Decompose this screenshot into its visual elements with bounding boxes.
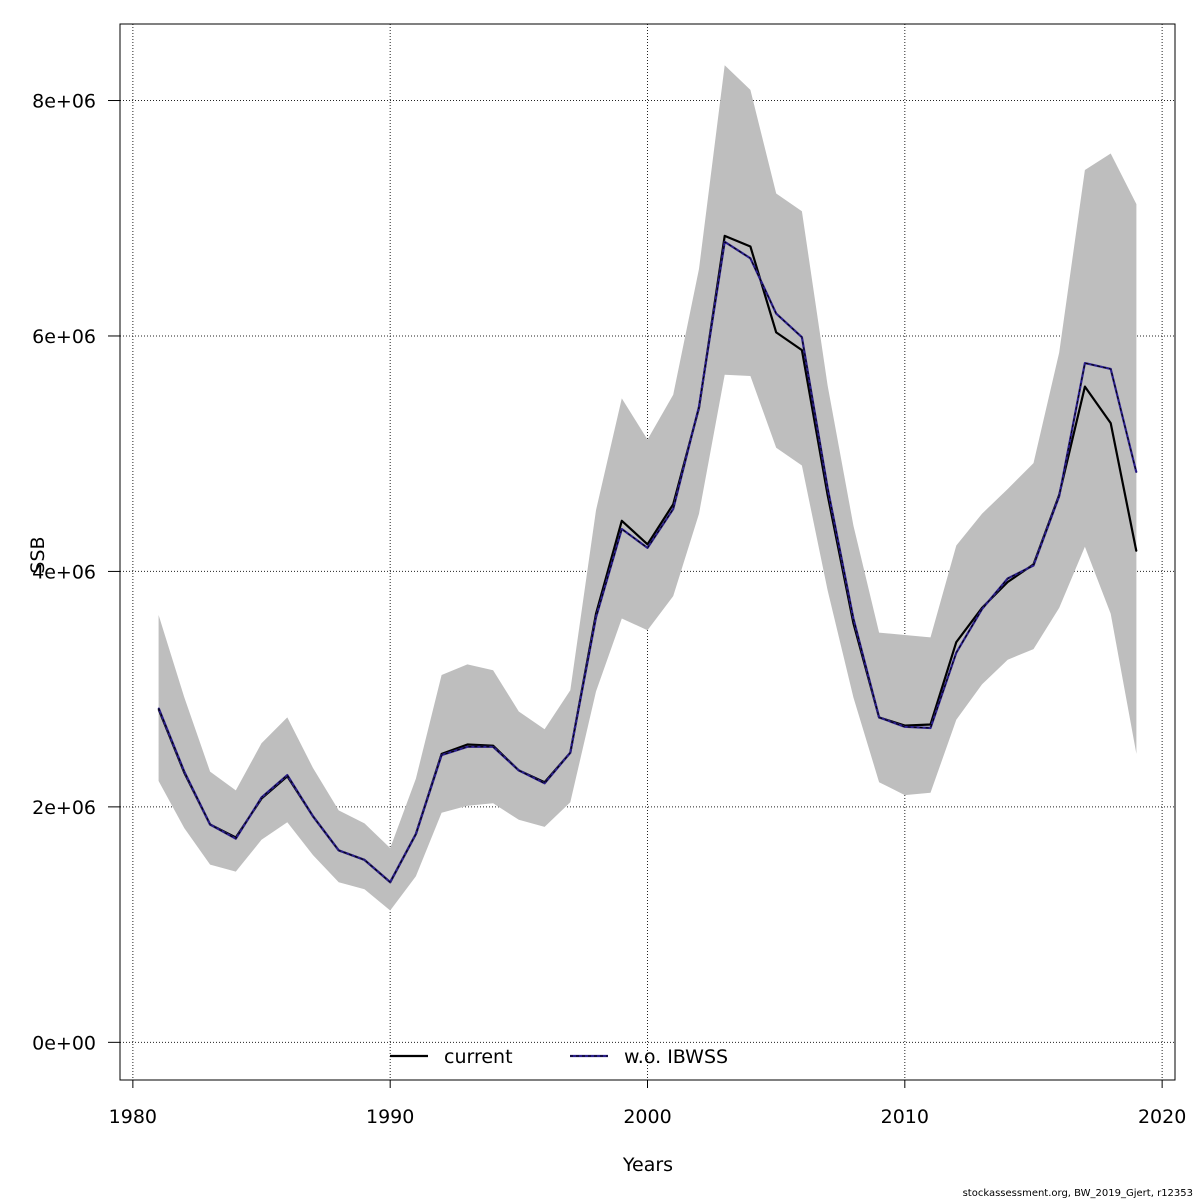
point-wo-ibwss-1998	[595, 616, 597, 618]
point-current-2014	[1007, 581, 1009, 583]
point-wo-ibwss-2004	[749, 257, 751, 259]
point-wo-ibwss-2019	[1135, 472, 1137, 473]
data-points	[158, 235, 1137, 883]
point-current-1998	[595, 613, 597, 615]
point-wo-ibwss-1987	[312, 815, 314, 817]
point-wo-ibwss-2014	[1007, 578, 1009, 579]
x-tick-label-2010: 2010	[881, 1106, 929, 1128]
point-current-1999	[621, 520, 623, 522]
y-tick-label-0: 0e+00	[32, 1032, 96, 1054]
point-wo-ibwss-2003	[724, 241, 726, 243]
point-wo-ibwss-2012	[955, 652, 957, 654]
point-current-2002	[698, 407, 700, 409]
point-wo-ibwss-2011	[930, 727, 931, 729]
x-tick-label-1990: 1990	[366, 1106, 414, 1128]
point-wo-ibwss-1997	[569, 752, 571, 754]
point-current-1981	[158, 708, 160, 710]
credit-text: stockassessment.org, BW_2019_Gjert, r123…	[963, 1188, 1193, 1199]
point-wo-ibwss-1983	[209, 824, 211, 825]
point-wo-ibwss-1995	[518, 769, 520, 771]
point-current-1992	[441, 753, 443, 755]
point-wo-ibwss-2001	[672, 508, 674, 510]
point-wo-ibwss-2010	[904, 726, 906, 728]
point-current-2010	[904, 725, 906, 727]
point-wo-ibwss-1986	[286, 774, 288, 776]
point-wo-ibwss-1981	[158, 707, 160, 709]
point-current-1982	[183, 772, 185, 774]
point-wo-ibwss-1984	[235, 838, 237, 840]
point-wo-ibwss-2018	[1110, 368, 1112, 370]
point-wo-ibwss-2006	[801, 336, 803, 338]
point-current-2019	[1135, 550, 1137, 552]
point-current-2003	[724, 235, 726, 237]
legend-label-current: current	[444, 1046, 513, 1068]
point-wo-ibwss-1982	[183, 771, 185, 773]
x-tick-label-2000: 2000	[623, 1106, 671, 1128]
x-tick-label-2020: 2020	[1138, 1106, 1186, 1128]
point-wo-ibwss-1990	[389, 881, 391, 883]
x-tick-label-1980: 1980	[109, 1106, 157, 1128]
x-axis-title: Years	[622, 1154, 673, 1176]
legend: current w.o. IBWSS	[390, 1046, 728, 1068]
point-current-2015	[1033, 563, 1034, 565]
point-current-2007	[827, 494, 829, 496]
y-axis-title: SSB	[27, 536, 49, 573]
point-current-1996	[544, 781, 546, 783]
point-wo-ibwss-1999	[621, 528, 623, 530]
y-tick-label-3: 6e+06	[32, 326, 96, 348]
x-axis: 1980 1990 2000 2010 2020	[109, 1080, 1186, 1128]
point-current-1994	[492, 745, 494, 747]
point-wo-ibwss-2000	[647, 547, 648, 549]
confidence-band-area	[158, 65, 1137, 911]
point-current-2004	[749, 246, 751, 247]
point-wo-ibwss-1988	[338, 849, 340, 851]
point-wo-ibwss-1994	[492, 746, 494, 748]
point-wo-ibwss-1993	[466, 746, 468, 748]
point-current-2006	[801, 349, 803, 351]
point-current-2018	[1110, 422, 1112, 424]
y-axis: 0e+00 2e+06 4e+06 6e+06 8e+06	[32, 91, 120, 1054]
point-wo-ibwss-2016	[1058, 495, 1060, 497]
point-wo-ibwss-2013	[981, 608, 983, 610]
point-wo-ibwss-2002	[698, 406, 700, 408]
point-wo-ibwss-1996	[544, 782, 546, 784]
y-tick-label-4: 8e+06	[32, 91, 96, 113]
y-tick-label-2: 4e+06	[32, 561, 96, 583]
point-wo-ibwss-1985	[261, 797, 262, 798]
point-current-1984	[235, 837, 237, 838]
point-wo-ibwss-2007	[827, 487, 829, 489]
point-wo-ibwss-1989	[364, 859, 365, 861]
y-tick-label-1: 2e+06	[32, 797, 96, 819]
legend-label-wo-ibwss: w.o. IBWSS	[624, 1046, 728, 1068]
point-current-2001	[672, 503, 674, 505]
point-current-2008	[852, 622, 854, 624]
point-wo-ibwss-2008	[852, 618, 854, 619]
point-wo-ibwss-2009	[878, 716, 880, 718]
point-current-2005	[775, 331, 777, 333]
point-wo-ibwss-1991	[415, 833, 417, 835]
point-current-1993	[466, 744, 468, 745]
point-current-1985	[261, 798, 262, 800]
point-current-2017	[1084, 386, 1086, 388]
point-current-2000	[647, 543, 648, 545]
point-wo-ibwss-2015	[1033, 565, 1034, 566]
point-current-2011	[930, 724, 931, 725]
confidence-band	[158, 65, 1137, 911]
point-current-2012	[955, 641, 957, 643]
point-current-2016	[1058, 494, 1060, 496]
point-current-1986	[286, 775, 288, 777]
point-current-2013	[981, 607, 983, 609]
point-wo-ibwss-1992	[441, 754, 443, 756]
point-wo-ibwss-2017	[1084, 362, 1086, 364]
point-wo-ibwss-2005	[775, 313, 777, 315]
